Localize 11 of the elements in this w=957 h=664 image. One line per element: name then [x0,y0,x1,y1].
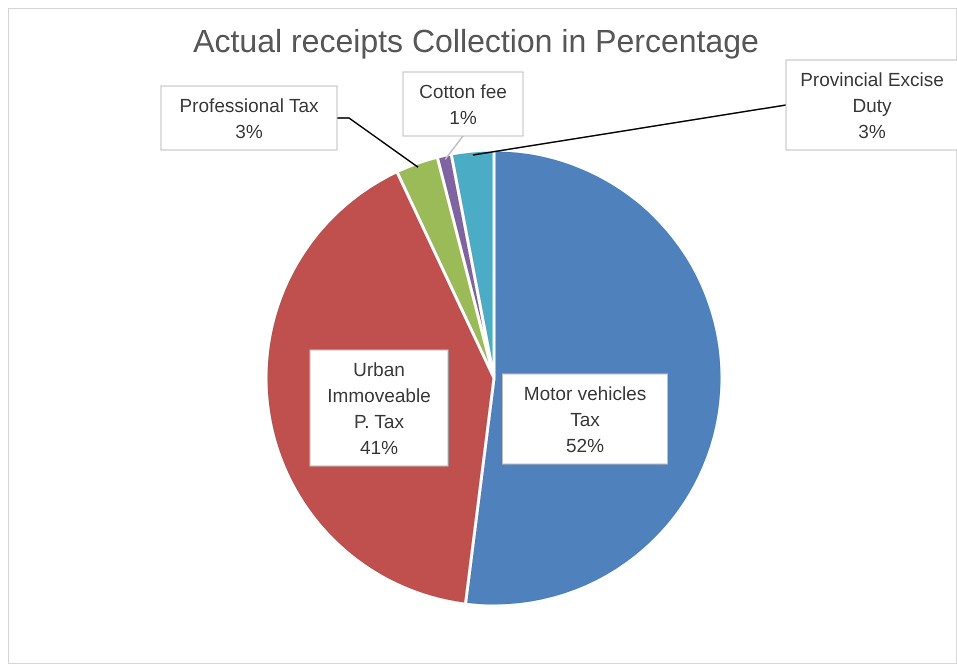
data-label: 41% [360,438,398,459]
data-label: 52% [566,436,604,457]
data-label: 3% [858,122,886,143]
slice-label: Cotton fee [419,82,507,103]
slice-label: Motor vehicles Tax [524,384,646,431]
chart-title: Actual receipts Collection in Percentage [193,23,759,59]
slice-label: Provincial Excise Duty [800,70,944,117]
slice-label: Professional Tax [179,96,320,117]
slice-label: Urban Immoveable P. Tax [327,360,431,433]
data-label: 3% [235,122,263,143]
data-label: 1% [449,108,477,129]
